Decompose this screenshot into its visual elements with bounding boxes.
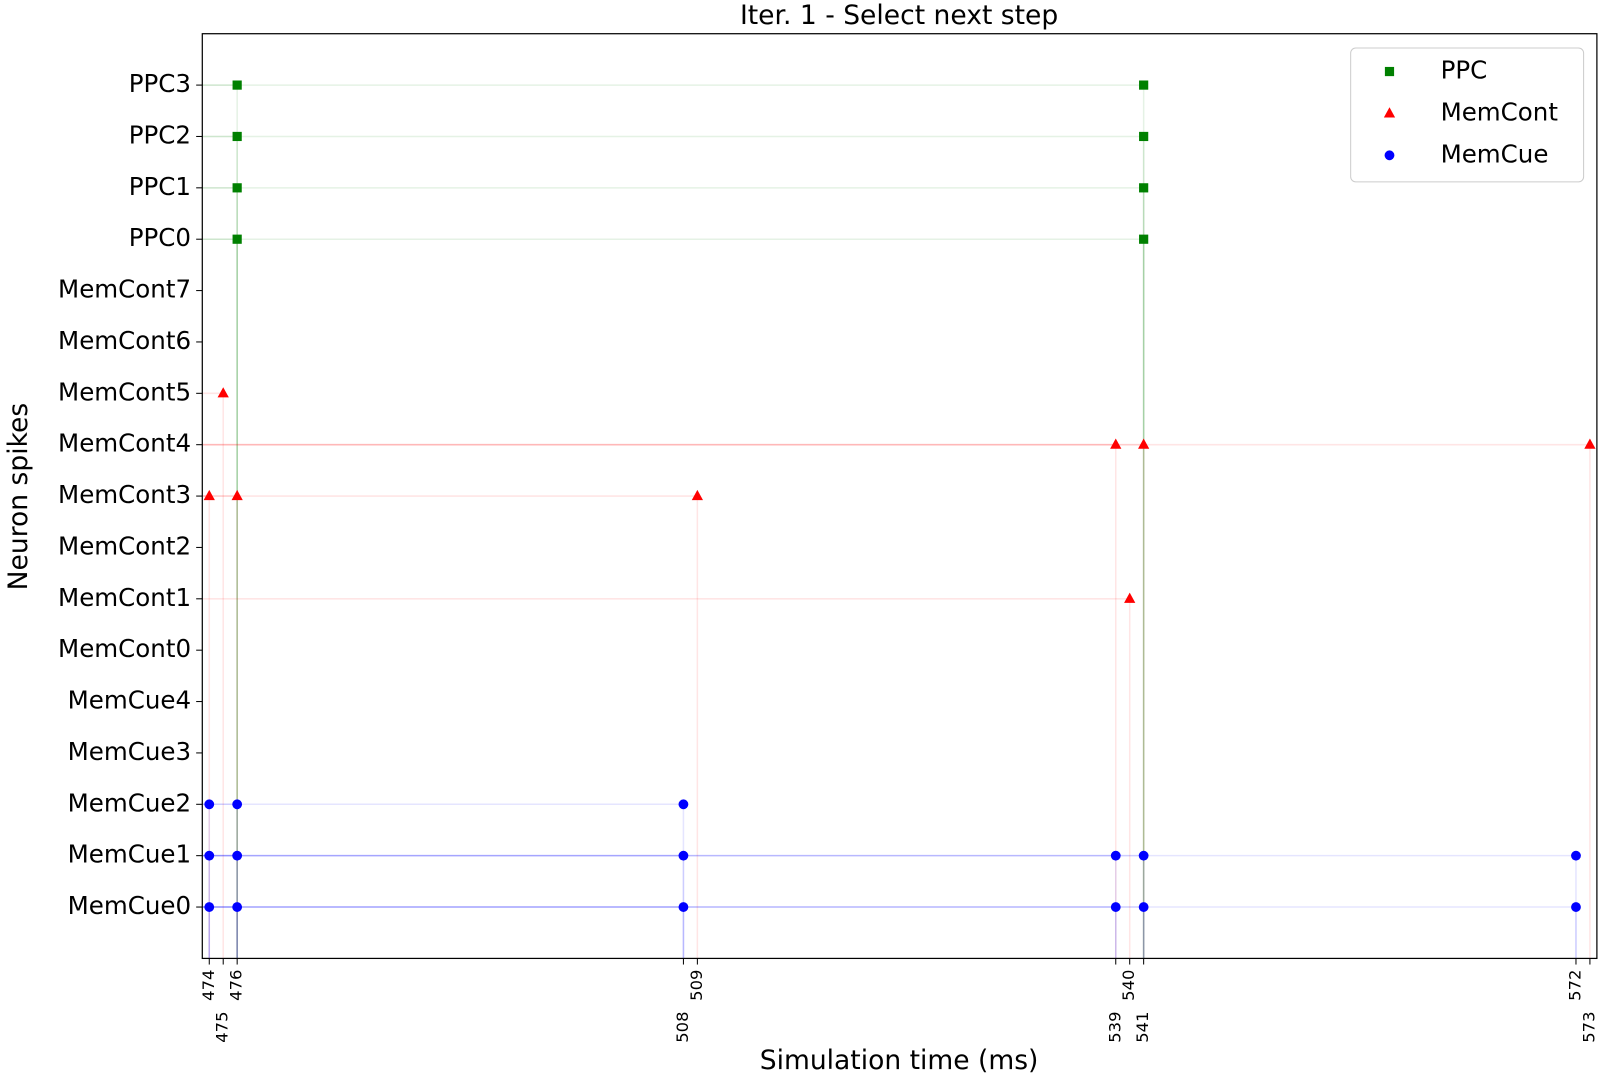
x-tick-label: 475	[213, 1012, 232, 1043]
chart-title: Iter. 1 - Select next step	[740, 0, 1058, 31]
y-tick-label: MemCont4	[58, 429, 191, 458]
marker-circle	[1138, 850, 1149, 861]
marker-circle	[678, 799, 689, 810]
marker-triangle	[1383, 107, 1396, 118]
marker-circle	[204, 850, 215, 861]
marker-circle	[678, 850, 689, 861]
x-tick-label: 509	[687, 970, 706, 1001]
y-tick-label: PPC1	[129, 172, 191, 201]
y-tick-label: MemCont0	[58, 634, 191, 663]
marker-square	[1139, 183, 1149, 193]
marker-square	[1139, 131, 1149, 142]
x-tick-label: 476	[227, 970, 246, 1001]
marker-triangle	[691, 489, 703, 501]
marker-triangle	[231, 489, 243, 501]
marker-circle	[204, 902, 215, 912]
guide-lines	[202, 84, 1591, 959]
marker-square	[232, 131, 242, 142]
y-axis-label: Neuron spikes	[3, 403, 34, 591]
marker-triangle	[1584, 438, 1596, 449]
markers	[203, 80, 1596, 912]
x-tick-label: 508	[673, 1012, 692, 1043]
x-tick-label: 539	[1105, 1012, 1124, 1043]
marker-triangle	[1110, 438, 1122, 449]
marker-square	[1139, 234, 1149, 244]
y-tick-label: MemCue2	[68, 788, 191, 817]
marker-triangle	[1138, 438, 1150, 449]
y-tick-label: MemCue3	[68, 737, 191, 766]
marker-circle	[1110, 902, 1121, 912]
marker-triangle	[217, 387, 229, 398]
marker-circle	[232, 902, 243, 912]
x-tick-label: 573	[1579, 1012, 1598, 1043]
y-tick-label: MemCont6	[58, 326, 191, 355]
marker-circle	[232, 850, 243, 861]
x-axis-label: Simulation time (ms)	[760, 1045, 1039, 1076]
marker-circle	[1571, 850, 1581, 861]
marker-circle	[204, 799, 215, 810]
marker-square	[232, 80, 242, 90]
y-tick-label: MemCue4	[68, 686, 191, 715]
x-tick-label: 572	[1565, 970, 1584, 1001]
marker-square	[232, 234, 242, 244]
marker-circle	[1384, 150, 1395, 161]
plot-frame	[201, 33, 1598, 960]
y-tick-label: MemCue0	[68, 891, 191, 920]
marker-square	[1139, 80, 1149, 90]
y-tick-label: MemCont1	[58, 583, 191, 612]
marker-circle	[1138, 902, 1149, 912]
legend-label: MemCue	[1441, 139, 1549, 168]
legend-box	[1350, 47, 1585, 183]
y-tick-label: PPC2	[129, 120, 191, 149]
y-tick-label: PPC0	[129, 223, 191, 252]
x-tick-label: 540	[1119, 970, 1138, 1001]
marker-circle	[678, 902, 689, 912]
x-tick-label: 541	[1133, 1012, 1152, 1043]
marker-circle	[1110, 850, 1121, 861]
marker-square	[232, 183, 242, 193]
legend-label: PPC	[1441, 56, 1488, 85]
y-tick-label: MemCont5	[58, 377, 191, 406]
marker-square	[1384, 66, 1395, 77]
marker-circle	[1571, 902, 1581, 912]
y-tick-label: MemCont3	[58, 480, 191, 509]
y-tick-label: MemCont2	[58, 531, 191, 560]
x-tick-label: 474	[199, 970, 218, 1001]
marker-circle	[232, 799, 243, 810]
marker-triangle	[1124, 592, 1136, 603]
y-tick-label: MemCue1	[68, 840, 191, 869]
marker-triangle	[203, 489, 215, 501]
legend-label: MemCont	[1441, 97, 1559, 126]
y-tick-label: MemCont7	[58, 275, 191, 304]
y-tick-label: PPC3	[129, 69, 191, 98]
